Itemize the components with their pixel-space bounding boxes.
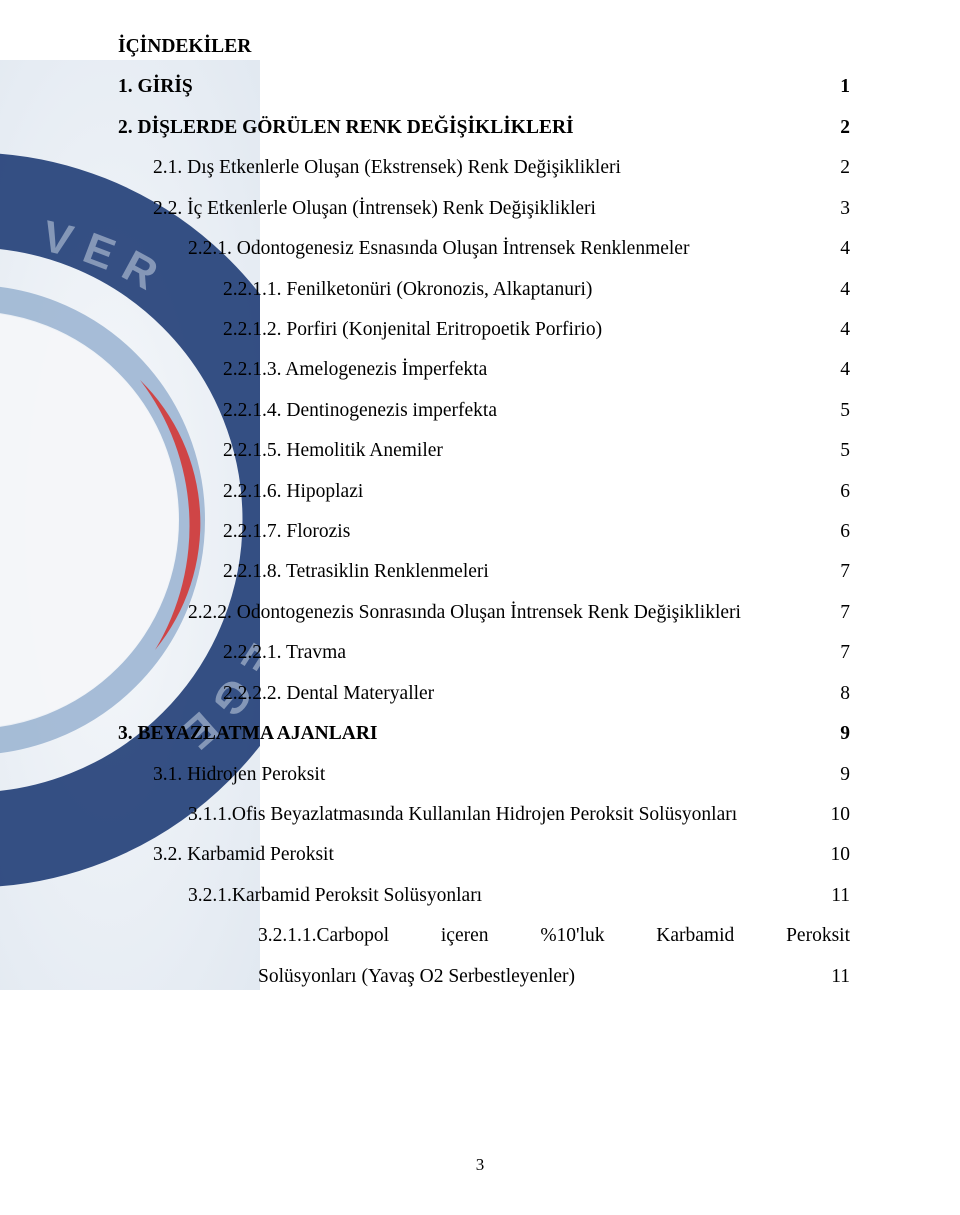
toc-entry: 3.1. Hidrojen Peroksit 9: [118, 764, 850, 786]
toc-entry-page: 6: [840, 521, 850, 543]
toc-entry-page: 8: [840, 683, 850, 705]
toc-entry-label: 2.2.2.1. Travma: [223, 642, 346, 664]
toc-word: Peroksit: [786, 925, 850, 947]
toc-entry: 2.2.1.8. Tetrasiklin Renklenmeleri 7: [118, 561, 850, 583]
toc-entry: 3.2.1.Karbamid Peroksit Solüsyonları 11: [118, 885, 850, 907]
toc-entry-page: 9: [840, 764, 850, 786]
toc-entry: 2.2. İç Etkenlerle Oluşan (İntrensek) Re…: [118, 198, 850, 220]
toc-entry: 3.2. Karbamid Peroksit 10: [118, 844, 850, 866]
toc-entry: 2.2.2.1. Travma 7: [118, 642, 850, 664]
toc-entry-page: 9: [840, 723, 850, 745]
toc-entry-label: 2.2.2. Odontogenezis Sonrasında Oluşan İ…: [188, 602, 741, 624]
page-number-footer: 3: [0, 1155, 960, 1175]
toc-entry-page: 5: [840, 440, 850, 462]
toc-entry: 1. GİRİŞ 1: [118, 76, 850, 98]
toc-entry-label: 2.2.2.2. Dental Materyaller: [223, 683, 434, 705]
toc-entry-page: 4: [840, 319, 850, 341]
toc-entry-page: 11: [831, 966, 850, 988]
toc-entry-page: 2: [840, 117, 850, 139]
toc-entry-label: 3.2. Karbamid Peroksit: [153, 844, 334, 866]
toc-title: İÇİNDEKİLER: [118, 36, 850, 58]
toc-entry-label: 2.2. İç Etkenlerle Oluşan (İntrensek) Re…: [153, 198, 596, 220]
toc-entry: 2.2.1. Odontogenesiz Esnasında Oluşan İn…: [118, 238, 850, 260]
toc-entry-label: 3.1.1.Ofis Beyazlatmasında Kullanılan Hi…: [188, 804, 737, 826]
toc-entry-label: 2. DİŞLERDE GÖRÜLEN RENK DEĞİŞİKLİKLERİ: [118, 117, 574, 139]
toc-word: 3.2.1.1.Carbopol: [258, 925, 389, 947]
toc-multiline-entry: 3.2.1.1.Carbopol içeren %10'luk Karbamid Per…: [118, 925, 850, 988]
toc-entry-label: 2.1. Dış Etkenlerle Oluşan (Ekstrensek) …: [153, 157, 621, 179]
toc-entry-page: 3: [840, 198, 850, 220]
toc-entry-page: 10: [831, 844, 851, 866]
toc-entry-page: 5: [840, 400, 850, 422]
toc-entry-page: 7: [840, 561, 850, 583]
toc-entry-page: 4: [840, 359, 850, 381]
toc-entry-label: 3. BEYAZLATMA AJANLARI: [118, 723, 378, 745]
toc-entry-page: 4: [840, 238, 850, 260]
toc-content: İÇİNDEKİLER 1. GİRİŞ 1 2. DİŞLERDE GÖRÜLEN…: [118, 36, 850, 1115]
toc-word: Karbamid: [656, 925, 734, 947]
toc-word: %10'luk: [540, 925, 604, 947]
toc-entry-label: 2.2.1.4. Dentinogenezis imperfekta: [223, 400, 497, 422]
toc-entry-page: 1: [840, 76, 850, 98]
toc-entry-page: 11: [831, 885, 850, 907]
toc-entry-label: 2.2.1.2. Porfiri (Konjenital Eritropoeti…: [223, 319, 602, 341]
toc-entry: 2.1. Dış Etkenlerle Oluşan (Ekstrensek) …: [118, 157, 850, 179]
toc-entry: 2. DİŞLERDE GÖRÜLEN RENK DEĞİŞİKLİKLERİ 2: [118, 117, 850, 139]
toc-entry-label: Solüsyonları (Yavaş O2 Serbestleyenler): [258, 966, 575, 988]
toc-entry: 2.2.1.1. Fenilketonüri (Okronozis, Alkap…: [118, 279, 850, 301]
toc-entry-label: 2.2.1.8. Tetrasiklin Renklenmeleri: [223, 561, 489, 583]
toc-entry: 2.2.1.3. Amelogenezis İmperfekta 4: [118, 359, 850, 381]
toc-entry: 2.2.2.2. Dental Materyaller 8: [118, 683, 850, 705]
toc-entry: 3. BEYAZLATMA AJANLARI 9: [118, 723, 850, 745]
toc-entry-label: 3.1. Hidrojen Peroksit: [153, 764, 325, 786]
toc-entry: 2.2.2. Odontogenezis Sonrasında Oluşan İ…: [118, 602, 850, 624]
toc-multiline-line1: 3.2.1.1.Carbopol içeren %10'luk Karbamid Per…: [258, 925, 850, 947]
toc-entry-page: 6: [840, 481, 850, 503]
page: V E R E G E İÇİNDEKİLER 1. GİRİŞ12. DİŞL…: [0, 0, 960, 1215]
toc-entry-label: 1. GİRİŞ: [118, 76, 193, 98]
toc-entry-page: 7: [840, 642, 850, 664]
toc-entry-page: 4: [840, 279, 850, 301]
toc-word: içeren: [441, 925, 489, 947]
toc-entry-label: 2.2.1.1. Fenilketonüri (Okronozis, Alkap…: [223, 279, 592, 301]
toc-entry: 2.2.1.7. Florozis 6: [118, 521, 850, 543]
toc-entry: 3.1.1.Ofis Beyazlatmasında Kullanılan Hi…: [118, 804, 850, 826]
toc-entry-label: 2.2.1.6. Hipoplazi: [223, 481, 363, 503]
toc-multiline-line2: Solüsyonları (Yavaş O2 Serbestleyenler) …: [258, 966, 850, 988]
toc-entry-page: 10: [831, 804, 851, 826]
toc-entry: 2.2.1.5. Hemolitik Anemiler 5: [118, 440, 850, 462]
toc-list: 1. GİRİŞ 1 2. DİŞLERDE GÖRÜLEN RENK DEĞİŞİ…: [118, 76, 850, 907]
toc-entry: 2.2.1.2. Porfiri (Konjenital Eritropoeti…: [118, 319, 850, 341]
toc-entry-label: 3.2.1.Karbamid Peroksit Solüsyonları: [188, 885, 482, 907]
toc-entry: 2.2.1.6. Hipoplazi 6: [118, 481, 850, 503]
toc-entry: 2.2.1.4. Dentinogenezis imperfekta 5: [118, 400, 850, 422]
toc-entry-page: 7: [840, 602, 850, 624]
toc-entry-label: 2.2.1.3. Amelogenezis İmperfekta: [223, 359, 487, 381]
toc-entry-label: 2.2.1.7. Florozis: [223, 521, 350, 543]
toc-entry-label: 2.2.1.5. Hemolitik Anemiler: [223, 440, 443, 462]
toc-entry-page: 2: [840, 157, 850, 179]
toc-entry-label: 2.2.1. Odontogenesiz Esnasında Oluşan İn…: [188, 238, 689, 260]
